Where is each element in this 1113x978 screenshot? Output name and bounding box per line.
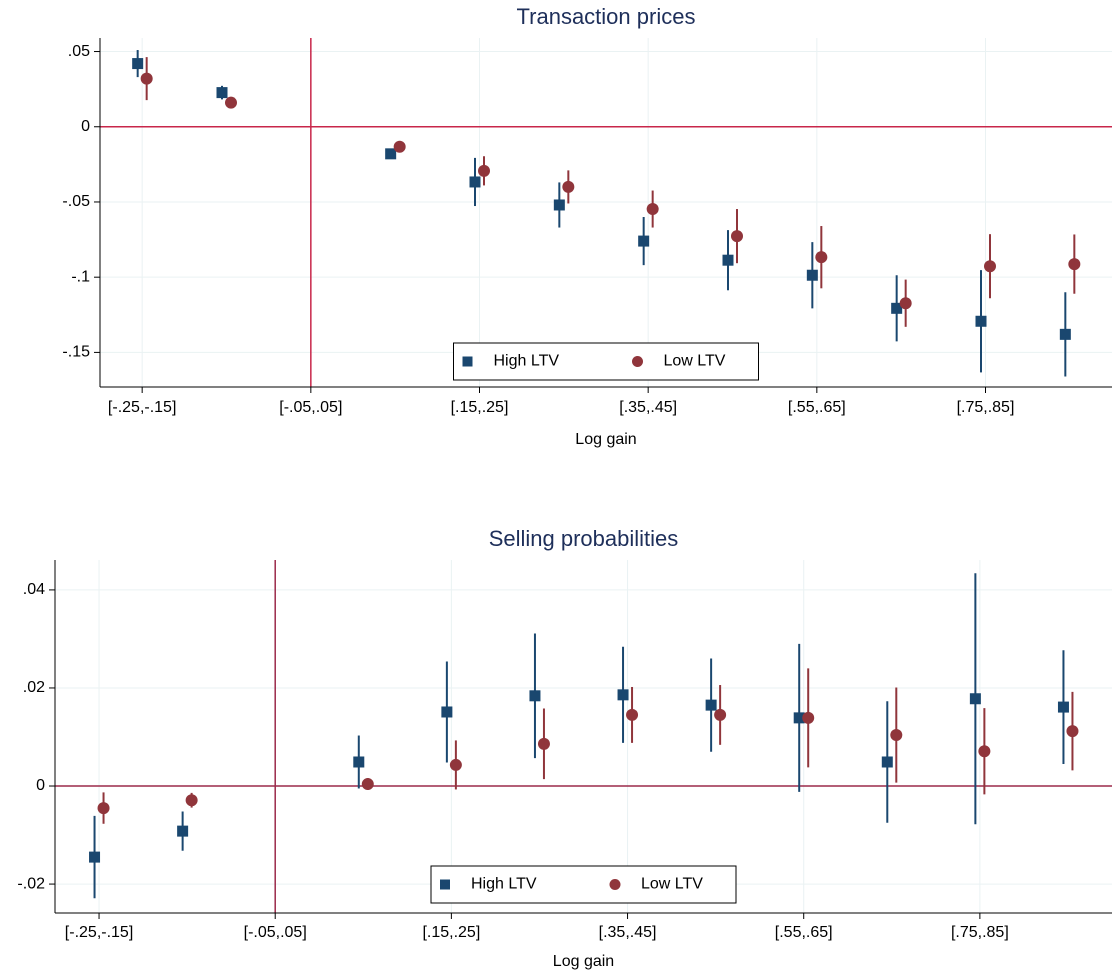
marker [562,180,575,193]
legend-label: Low LTV [641,876,703,893]
marker [890,729,903,742]
x-axis-label: Log gain [575,431,636,448]
marker [722,254,734,266]
chart-title: Selling probabilities [489,526,679,551]
marker [529,690,541,702]
legend-marker [609,879,621,890]
marker [891,302,903,314]
y-tick-label: -.15 [62,344,90,361]
legend-label: Low LTV [664,353,726,370]
marker [478,164,490,177]
marker [353,756,365,768]
legend-marker [440,879,450,890]
marker [225,96,237,109]
marker [177,825,189,837]
marker [1068,258,1081,271]
legend-label: High LTV [494,353,560,370]
chart-title: Transaction prices [517,4,696,29]
marker [806,269,818,281]
y-tick-label: 0 [36,777,45,794]
legend-box [430,865,737,904]
x-tick-label: [.55,.65] [775,924,833,941]
marker [969,693,981,705]
marker [1059,328,1071,340]
marker [815,251,828,264]
x-tick-label: [.75,.85] [957,399,1015,416]
marker [89,851,101,863]
y-tick-label: -.02 [17,875,45,892]
marker [537,737,550,750]
marker [793,712,805,724]
marker [449,758,462,771]
marker [385,148,397,160]
x-tick-label: [-.25,-.15] [65,924,133,941]
marker [361,778,374,791]
legend-box [453,342,759,381]
marker [1066,725,1079,738]
marker [881,756,893,768]
marker [975,315,987,327]
marker [393,140,406,153]
marker [216,87,228,99]
x-tick-label: [.15,.25] [422,924,480,941]
y-tick-label: 0 [81,118,90,135]
marker [802,711,815,724]
x-tick-label: [-.05,.05] [244,924,307,941]
marker [626,708,639,721]
marker [638,235,650,247]
marker [469,176,481,188]
marker [984,260,996,273]
marker [97,802,110,815]
y-tick-label: -.05 [62,193,90,210]
marker [617,689,629,701]
legend-marker [632,356,643,367]
y-tick-label: .02 [23,679,45,696]
y-tick-label: .05 [68,43,90,60]
marker [646,203,659,216]
marker [899,297,912,310]
marker [185,794,198,807]
marker [553,199,565,211]
marker [1057,701,1069,713]
marker [731,230,743,243]
x-tick-label: [-.05,.05] [279,399,342,416]
marker [132,58,144,70]
y-tick-label: .04 [23,581,45,598]
marker [978,745,991,758]
marker [140,72,153,85]
legend-label: High LTV [471,876,537,893]
legend-marker [462,356,473,367]
x-tick-label: [.55,.65] [788,399,846,416]
x-tick-label: [.35,.45] [619,399,677,416]
x-tick-label: [-.25,-.15] [108,399,176,416]
marker [441,706,453,718]
x-tick-label: [.75,.85] [951,924,1009,941]
x-tick-label: [.35,.45] [599,924,657,941]
x-tick-label: [.15,.25] [451,399,509,416]
x-axis-label: Log gain [553,953,614,970]
marker [705,699,717,711]
marker [714,708,727,721]
y-tick-label: -.1 [71,268,90,285]
